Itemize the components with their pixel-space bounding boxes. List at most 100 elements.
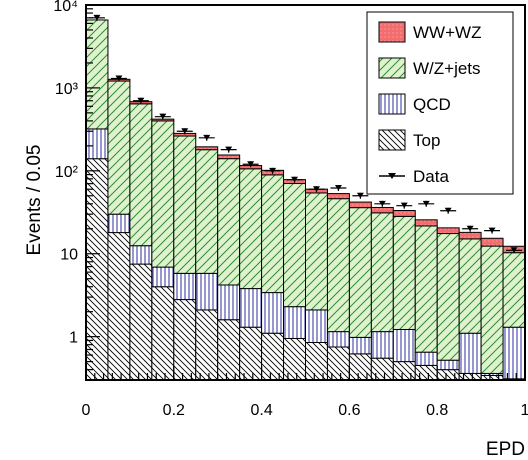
bar-top xyxy=(261,332,285,380)
bar-ww-wz xyxy=(217,154,241,160)
bar-qcd xyxy=(414,351,438,366)
bar-w-z-jets xyxy=(480,245,504,374)
x-axis-tick-labels: 0 0.2 0.4 0.6 0.8 1 xyxy=(82,402,528,419)
data-point xyxy=(176,128,193,135)
bar-top xyxy=(305,341,328,380)
data-point xyxy=(308,186,325,193)
y-tick-label: 10² xyxy=(55,164,79,181)
legend-label: QCD xyxy=(413,95,451,114)
bar-ww-wz xyxy=(480,237,504,247)
bar-qcd xyxy=(195,272,219,311)
data-point xyxy=(132,97,149,104)
data-point xyxy=(484,227,501,234)
data-points xyxy=(89,14,522,254)
bar-w-z-jets xyxy=(305,192,328,311)
data-point xyxy=(286,176,303,183)
bar-w-z-jets xyxy=(502,252,525,328)
bar-w-z-jets xyxy=(326,198,350,333)
bar-top xyxy=(151,286,175,380)
x-tick-label: 1 xyxy=(521,402,528,419)
legend-entry: W/Z+jets xyxy=(378,57,481,79)
legend-label: WW+WZ xyxy=(413,23,481,42)
legend-label: Data xyxy=(413,167,449,186)
data-point xyxy=(506,247,522,254)
bar-top xyxy=(436,369,460,380)
bar-qcd xyxy=(348,336,372,355)
y-tick-label: 10 xyxy=(60,247,78,264)
bar-w-z-jets xyxy=(370,212,394,333)
legend: WW+WZ W/Z+jets QCD Top Data xyxy=(366,11,514,195)
plot-area xyxy=(85,4,526,381)
bar-w-z-jets xyxy=(129,103,153,247)
bar-ww-wz xyxy=(370,206,394,214)
bar-top xyxy=(217,319,241,380)
data-point xyxy=(462,225,479,232)
bar-ww-wz xyxy=(348,201,372,209)
bar-qcd xyxy=(305,309,328,343)
x-tick-label: 0.8 xyxy=(426,402,448,419)
data-point xyxy=(198,134,215,141)
legend-entry: WW+WZ xyxy=(378,21,481,43)
bar-qcd xyxy=(326,331,350,348)
data-point xyxy=(242,161,259,168)
legend-entry: Data xyxy=(379,167,449,186)
bar-ww-wz xyxy=(436,227,460,235)
bar-top xyxy=(86,158,109,380)
legend-entry: Top xyxy=(378,129,440,151)
legend-label: W/Z+jets xyxy=(413,59,481,78)
bar-qcd xyxy=(86,128,109,160)
data-point xyxy=(374,200,391,207)
bar-w-z-jets xyxy=(283,183,306,308)
x-tick-label: 0.4 xyxy=(250,402,272,419)
bar-ww-wz xyxy=(414,219,438,227)
bar-qcd xyxy=(217,284,241,321)
bar-ww-wz xyxy=(458,231,482,240)
bar-qcd xyxy=(502,326,525,380)
bar-top xyxy=(370,357,394,380)
bar-qcd xyxy=(239,288,263,328)
bar-w-z-jets xyxy=(195,149,219,274)
bar-w-z-jets xyxy=(414,225,438,353)
x-tick-label: 0.2 xyxy=(163,402,185,419)
data-point xyxy=(330,185,347,192)
histogram-bars xyxy=(86,19,525,380)
y-tick-label: 10³ xyxy=(55,81,79,98)
bar-qcd xyxy=(261,292,285,334)
data-point xyxy=(110,75,127,82)
bar-top xyxy=(414,364,438,380)
bar-top xyxy=(195,309,219,380)
bar-w-z-jets xyxy=(458,238,482,334)
data-point xyxy=(264,167,281,174)
data-point xyxy=(396,202,413,209)
bar-qcd xyxy=(151,266,175,288)
bar-w-z-jets xyxy=(261,174,285,294)
data-point xyxy=(352,192,369,199)
bar-top xyxy=(107,232,131,380)
bar-w-z-jets xyxy=(107,80,131,215)
bar-top xyxy=(283,337,306,380)
legend-label: Top xyxy=(413,131,440,150)
bar-w-z-jets xyxy=(217,158,241,286)
legend-entry: QCD xyxy=(378,93,451,115)
bar-w-z-jets xyxy=(239,168,263,290)
bar-w-z-jets xyxy=(151,120,175,268)
bar-qcd xyxy=(436,359,460,371)
bar-top xyxy=(348,353,372,380)
bar-top xyxy=(173,299,197,380)
x-tick-label: 0 xyxy=(82,402,91,419)
y-tick-label: 10⁴ xyxy=(53,0,78,15)
data-point xyxy=(220,146,237,153)
y-axis-tick-labels: 1 10 10² 10³ 10⁴ xyxy=(53,0,78,347)
bar-w-z-jets xyxy=(348,207,372,338)
bar-top xyxy=(239,326,263,380)
bar-qcd xyxy=(370,331,394,359)
y-tick-label: 1 xyxy=(69,330,78,347)
data-point xyxy=(440,207,457,214)
bar-qcd xyxy=(173,272,197,301)
bar-qcd xyxy=(283,306,306,339)
bar-qcd xyxy=(129,245,153,265)
bar-top xyxy=(326,346,350,380)
bar-ww-wz xyxy=(195,146,219,151)
x-axis-title: EPD xyxy=(486,439,525,460)
